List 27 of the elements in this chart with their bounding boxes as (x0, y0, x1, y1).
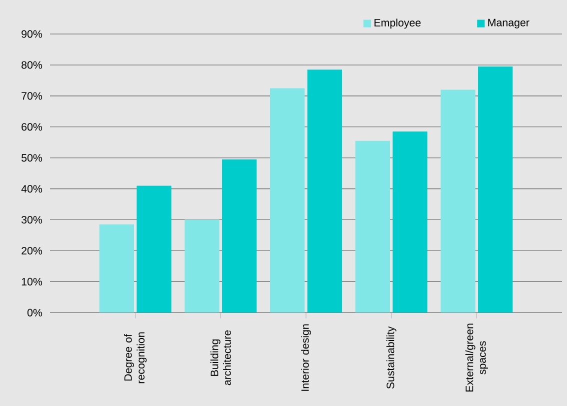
bar (392, 132, 428, 313)
x-tick-label: Interior design (301, 324, 311, 391)
bar (307, 70, 342, 313)
y-tick-label: 40% (21, 185, 42, 193)
y-tick-label: 90% (22, 30, 42, 38)
x-tick-label: Building architecture (210, 330, 231, 386)
bar (136, 186, 172, 313)
bar (99, 224, 134, 313)
y-tick-label: 20% (22, 246, 42, 255)
bar (184, 220, 220, 313)
legend-label: Employee (374, 18, 421, 29)
bar (478, 66, 513, 313)
y-tick-label: 0% (27, 308, 42, 316)
legend-label: Manager (488, 18, 530, 28)
bar (222, 159, 257, 313)
x-tick-label: External/green spaces (465, 324, 488, 392)
x-tick-label: Sustainability (386, 326, 396, 389)
y-tick-label: 80% (22, 61, 42, 69)
x-tick-label: Degree of recognition (124, 332, 147, 384)
bar (355, 140, 390, 313)
y-tick-label: 70% (22, 92, 42, 100)
y-tick-label: 30% (22, 216, 42, 224)
y-tick-label: 60% (22, 123, 42, 131)
y-tick-label: 10% (22, 278, 42, 286)
y-tick-label: 50% (22, 154, 42, 162)
bar (270, 88, 305, 313)
bar (440, 90, 476, 313)
